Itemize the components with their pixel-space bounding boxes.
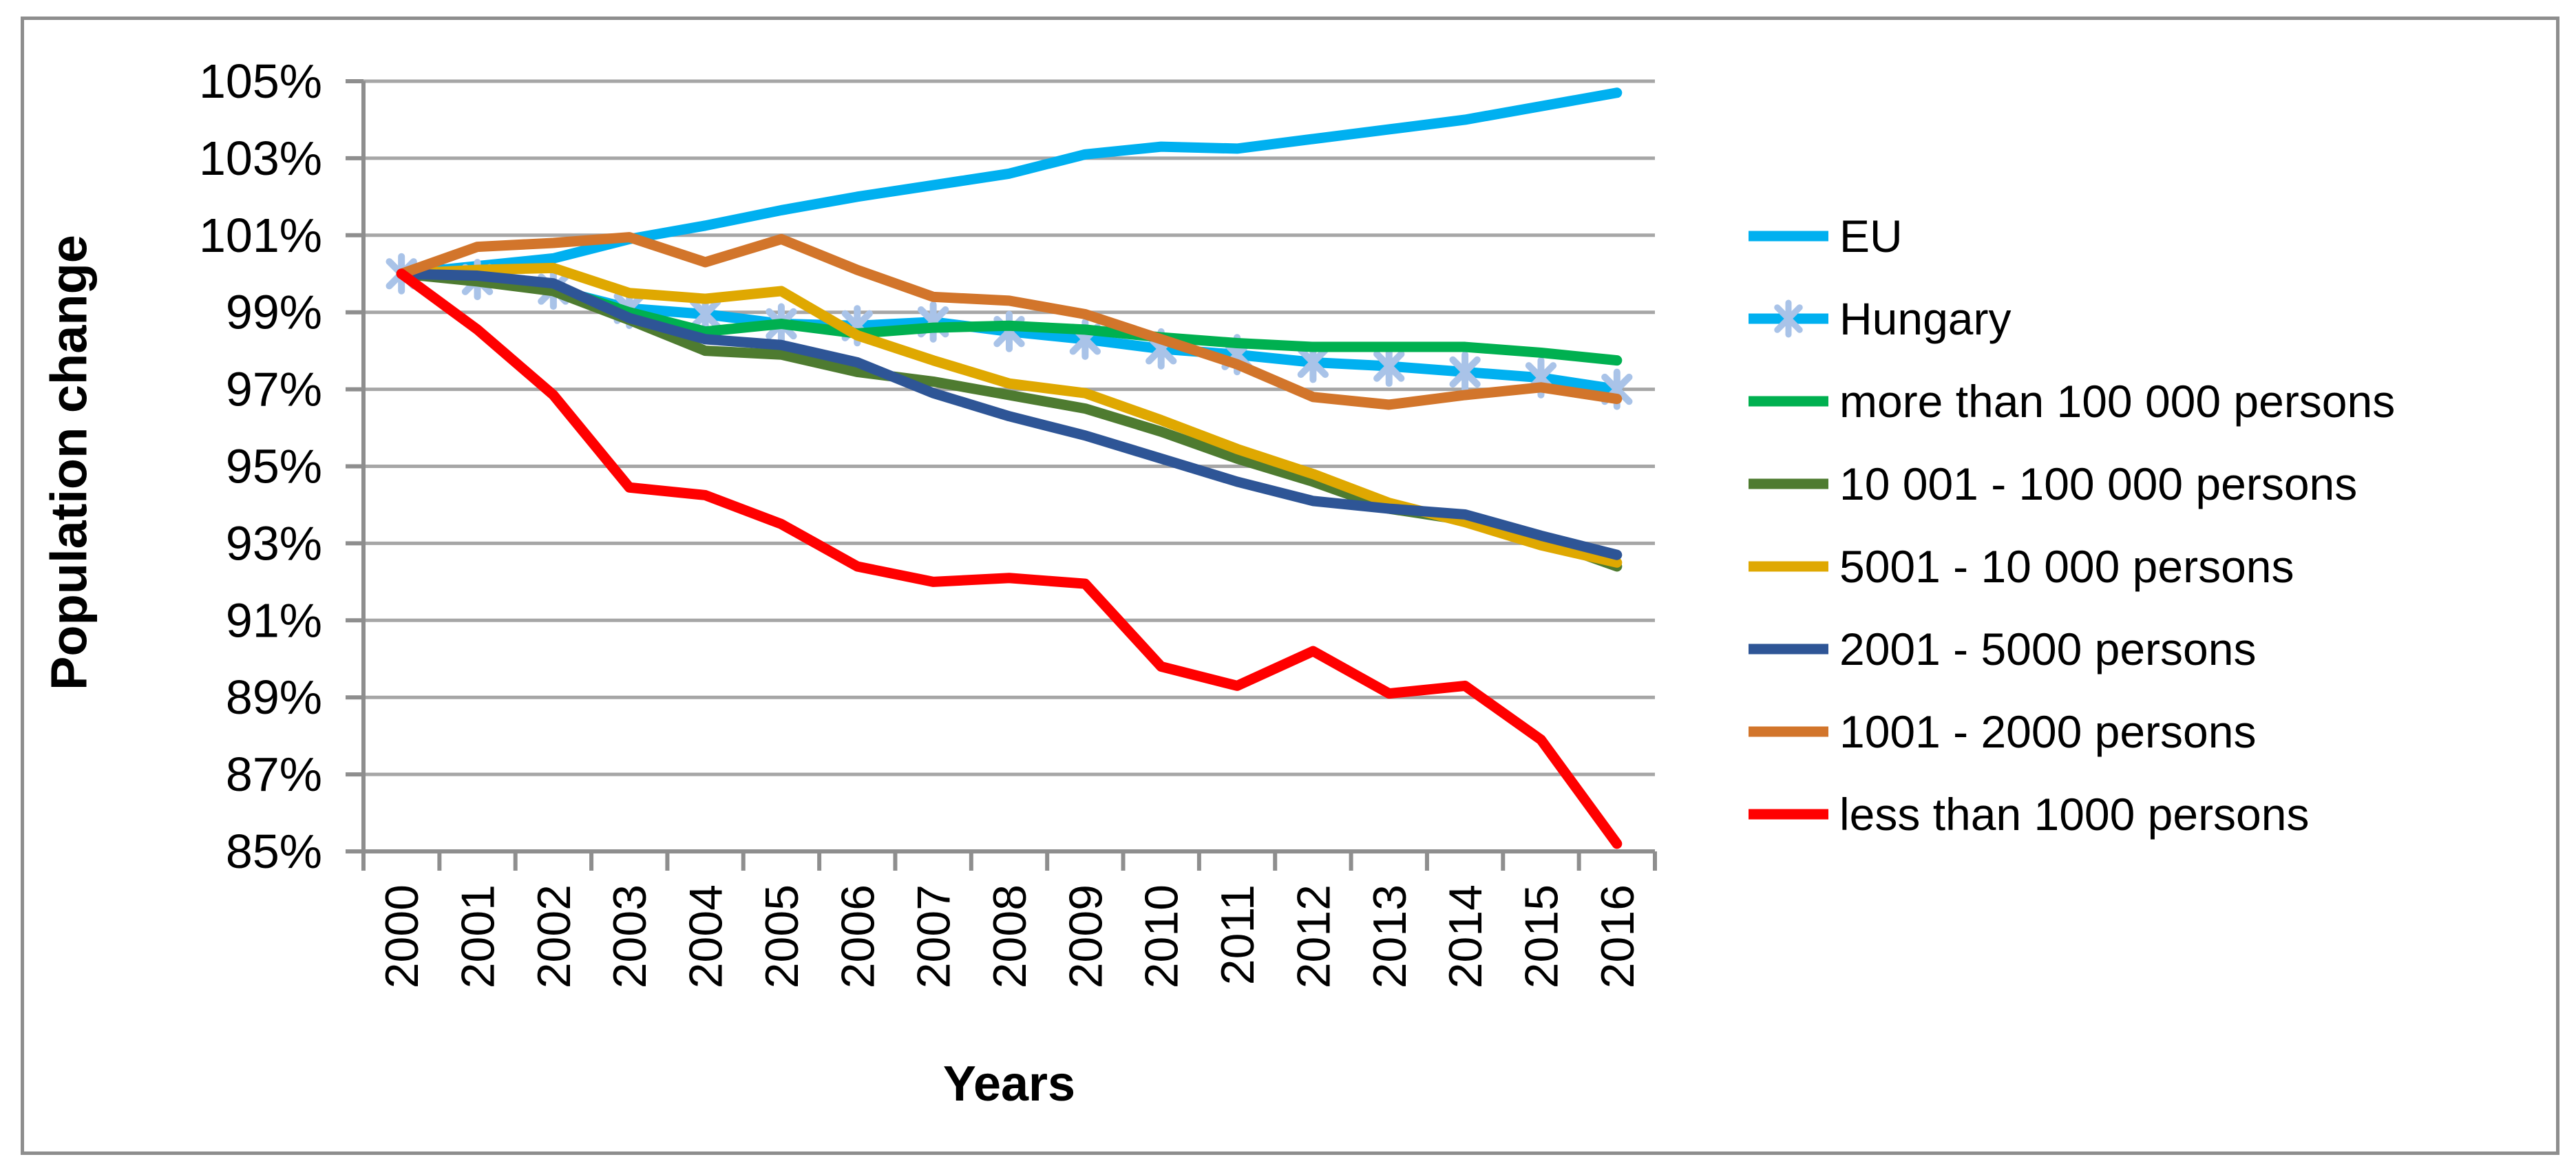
- x-tick-label: 2007: [908, 884, 960, 988]
- series-1001-2000-persons: [396, 232, 1623, 410]
- legend-label: Hungary: [1839, 293, 2012, 344]
- x-tick-label: 2000: [376, 884, 428, 988]
- y-axis-title: Population change: [40, 235, 98, 690]
- legend-item-more-than-100-000-persons: more than 100 000 persons: [1747, 372, 2395, 430]
- chart-frame: [21, 17, 2559, 1155]
- x-tick-label: 2006: [832, 884, 884, 988]
- legend-swatch-2001-5000-persons: [1749, 644, 1828, 655]
- legend-label: EU: [1839, 211, 1903, 262]
- legend-item-2001-5000-persons: 2001 - 5000 persons: [1747, 620, 2256, 678]
- x-tick-label: 2010: [1136, 884, 1188, 988]
- legend-item-5001-10-000-persons: 5001 - 10 000 persons: [1747, 538, 2294, 595]
- legend-item-10-001-100-000-persons: 10 001 - 100 000 persons: [1747, 455, 2357, 513]
- y-tick-label: 93%: [226, 516, 322, 570]
- legend-swatch-less-than-1000-persons: [1749, 809, 1828, 820]
- legend-swatch-10-001-100-000-persons: [1749, 478, 1828, 489]
- x-tick-label: 2009: [1059, 884, 1112, 988]
- legend-label: 1001 - 2000 persons: [1839, 706, 2257, 757]
- x-tick-label: 2003: [604, 884, 656, 988]
- series-eu: [396, 87, 1623, 279]
- y-tick-label: 105%: [199, 54, 322, 108]
- y-tick-label: 101%: [199, 209, 322, 262]
- y-tick-label: 95%: [226, 440, 322, 493]
- x-tick-label: 2015: [1515, 884, 1567, 988]
- x-tick-labels: 2000 2001 2002 2003 2004 2005 2006 2007 2008 2009…: [376, 884, 1644, 988]
- y-tick-label: 97%: [226, 363, 322, 416]
- legend-swatch-1001-2000-persons: [1749, 726, 1828, 737]
- x-tick-label: 2005: [756, 884, 808, 988]
- x-tick-label: 2012: [1287, 884, 1340, 988]
- legend-label: less than 1000 persons: [1839, 789, 2310, 840]
- axes: [346, 79, 1657, 871]
- x-tick-label: 2001: [452, 884, 505, 988]
- legend-label: 5001 - 10 000 persons: [1839, 541, 2294, 592]
- legend-swatch-5001-10-000-persons: [1749, 561, 1828, 572]
- legend-item-hungary: Hungary: [1747, 290, 2011, 348]
- y-tick-labels: 105% 103% 101% 99% 97% 95% 93% 91% 89% 87% 85%: [199, 54, 322, 878]
- x-tick-label: 2002: [528, 884, 580, 988]
- x-tick-label: 2014: [1439, 884, 1492, 988]
- x-tick-label: 2016: [1592, 884, 1644, 988]
- legend-item-1001-2000-persons: 1001 - 2000 persons: [1747, 703, 2256, 761]
- legend-label: 2001 - 5000 persons: [1839, 624, 2257, 675]
- y-tick-label: 99%: [226, 286, 322, 339]
- x-tick-label: 2008: [984, 884, 1036, 988]
- y-tick-label: 89%: [226, 670, 322, 724]
- y-tick-label: 87%: [226, 747, 322, 801]
- legend-item-less-than-1000-persons: less than 1000 persons: [1747, 785, 2309, 843]
- x-axis-title: Years: [942, 1056, 1076, 1112]
- x-tick-label: 2004: [680, 884, 732, 988]
- legend-label: more than 100 000 persons: [1839, 376, 2396, 427]
- y-tick-label: 85%: [226, 825, 322, 878]
- x-tick-label: 2013: [1364, 884, 1416, 988]
- legend-swatch-hungary: [1749, 299, 1828, 338]
- series-2001-5000-persons: [396, 268, 1623, 560]
- gridlines: [363, 79, 1655, 853]
- y-tick-label: 91%: [226, 593, 322, 647]
- legend-item-eu: EU: [1747, 207, 1903, 265]
- legend-swatch-eu: [1749, 231, 1828, 242]
- y-tick-label: 103%: [199, 131, 322, 185]
- x-tick-label: 2011: [1212, 884, 1264, 985]
- legend-swatch-more-than-100-000-persons: [1749, 396, 1828, 407]
- series-less-than-1000-persons: [396, 268, 1623, 849]
- legend-label: 10 001 - 100 000 persons: [1839, 458, 2358, 509]
